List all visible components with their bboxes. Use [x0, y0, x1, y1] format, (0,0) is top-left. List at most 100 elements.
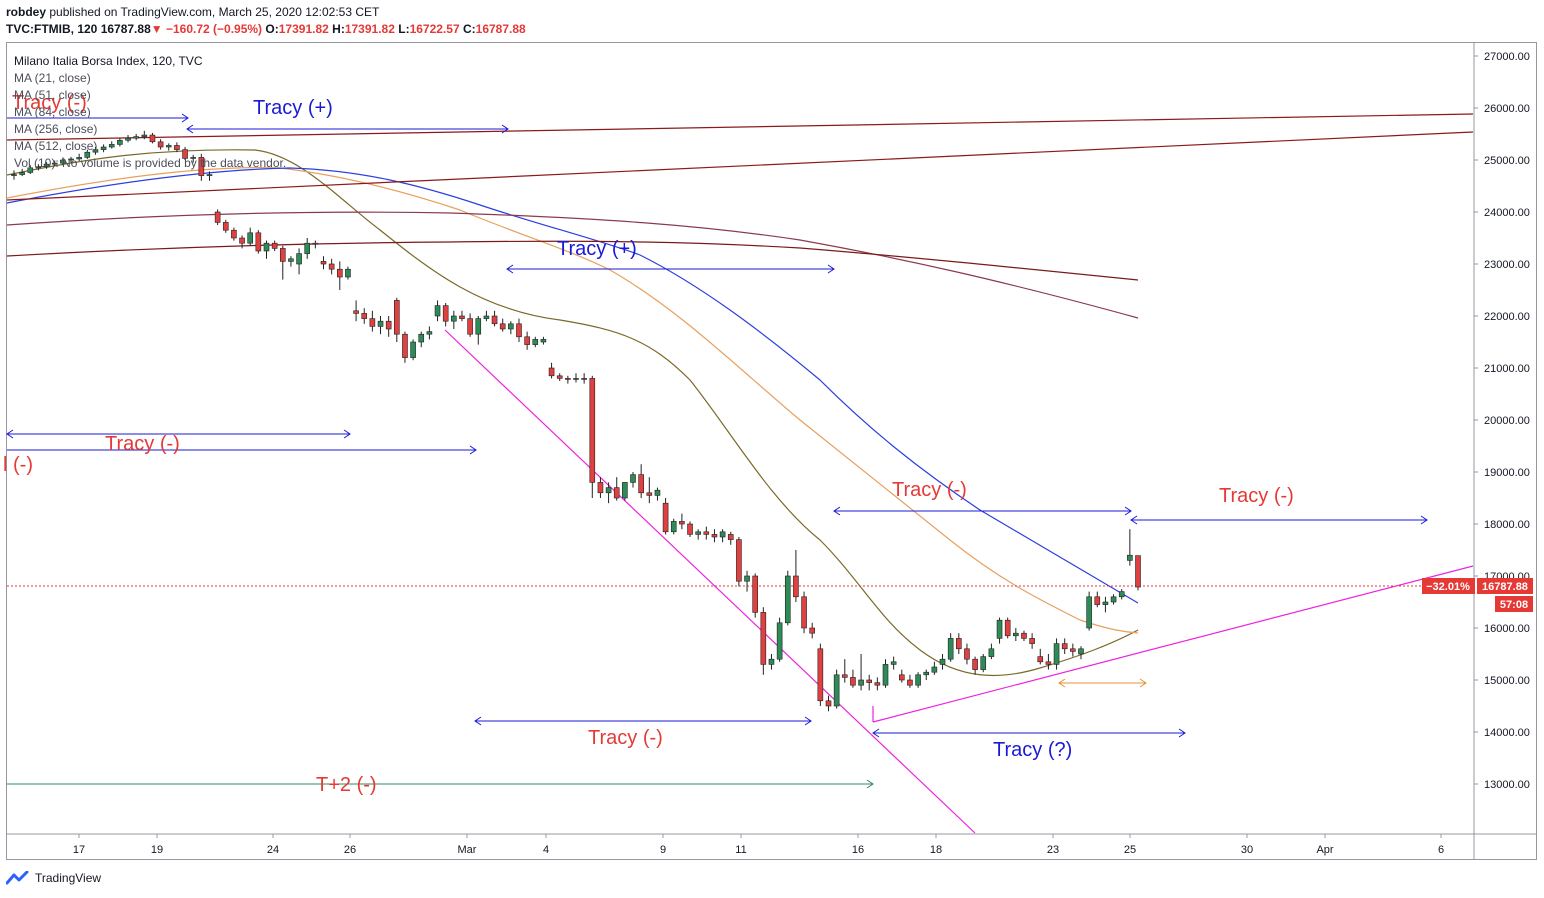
ma512-line: [6, 240, 1139, 281]
candle-body: [434, 305, 441, 317]
candle-body: [573, 378, 579, 380]
candle-body: [174, 145, 180, 150]
candle-body: [711, 534, 718, 538]
price-tick-label: 14000.00: [1484, 727, 1530, 739]
candle-body: [605, 487, 612, 494]
open-value: 17391.82: [278, 22, 329, 36]
legend-ma512[interactable]: MA (512, close): [14, 139, 98, 153]
candle-body: [516, 323, 522, 338]
candle-body: [679, 521, 685, 525]
candle-body: [312, 242, 319, 245]
publish-info: robdey published on TradingView.com, Mar…: [6, 5, 379, 19]
candle-body: [369, 318, 376, 327]
candle-body: [898, 674, 905, 681]
time-tick-label: 16: [852, 844, 864, 856]
candle-body: [1045, 661, 1052, 665]
candle-body: [947, 638, 954, 660]
candle-body: [1070, 648, 1076, 652]
price-tick-label: 25000.00: [1484, 155, 1530, 167]
arrow-tracy-minus-4-tail: [474, 716, 482, 726]
legend-volume[interactable]: Vol (10): No volume is provided by the d…: [14, 156, 287, 170]
candle-body: [271, 242, 278, 249]
candle-body: [841, 674, 848, 678]
candle-body: [703, 531, 710, 535]
candle-body: [996, 619, 1003, 639]
price-axis: 13000.0014000.0015000.0016000.0017000.00…: [1473, 43, 1530, 859]
candle-body: [1004, 619, 1011, 637]
arrow-orange-head: [1139, 678, 1147, 688]
candle-body: [695, 531, 701, 535]
author-name: robdey: [6, 5, 47, 19]
candle-body: [328, 263, 335, 270]
candle-body: [288, 258, 294, 262]
price-tick-label: 18000.00: [1484, 519, 1530, 531]
last-price: 16787.88: [100, 22, 151, 36]
low-label: L:: [398, 22, 410, 36]
time-tick-label: Apr: [1316, 844, 1333, 856]
candle-body: [198, 157, 205, 176]
high-label: H:: [332, 22, 345, 36]
candle-body: [662, 502, 669, 533]
candle-body: [410, 341, 416, 358]
percent-badge: [1422, 578, 1475, 594]
candle-body: [11, 174, 17, 176]
last-price-label: 16787.88: [1482, 581, 1528, 593]
price-tick-label: 13000.00: [1484, 779, 1530, 791]
arrow-t2-head: [866, 779, 874, 789]
candle-body: [646, 492, 653, 496]
ma21-line: [6, 149, 1139, 677]
price-tick-label: 16000.00: [1484, 623, 1530, 635]
annotation-label: Tracy (-): [892, 479, 967, 501]
moving-averages: [6, 149, 1139, 677]
symbol-label: TVC:FTMIB, 120: [6, 22, 98, 36]
candle-body: [214, 211, 221, 223]
candle-body: [19, 172, 25, 175]
time-tick-label: 24: [267, 844, 279, 856]
candle-body: [719, 531, 726, 538]
candle-body: [133, 136, 139, 139]
time-tick-label: 18: [930, 844, 942, 856]
candle-body: [125, 137, 131, 141]
tradingview-logo[interactable]: TradingView: [6, 871, 101, 885]
candles: [11, 130, 1141, 712]
legend-ma256[interactable]: MA (256, close): [14, 122, 98, 136]
candle-body: [988, 648, 995, 657]
candle-body: [581, 378, 587, 380]
time-tick-label: 30: [1241, 844, 1253, 856]
arrow-tracy-minus-3-head: [1420, 515, 1428, 525]
candle-body: [670, 521, 677, 533]
candle-body: [467, 318, 473, 335]
arrow-tracy-minus-4-head: [804, 716, 812, 726]
candle-body: [532, 339, 539, 345]
candle-body: [817, 648, 824, 702]
legend-ma51[interactable]: MA (51, close): [14, 88, 91, 102]
candle-body: [43, 163, 50, 168]
candle-body: [239, 237, 245, 244]
candle-body: [190, 157, 196, 159]
arrow-tracy-plus-2-tail: [506, 264, 514, 274]
candle-body: [736, 539, 742, 582]
ma84-line: [6, 167, 1139, 604]
candle-body: [687, 523, 693, 535]
candle-body: [92, 149, 99, 153]
candle-body: [1110, 596, 1117, 603]
price-tick-label: 15000.00: [1484, 675, 1530, 687]
candle-body: [499, 323, 506, 330]
annotation-label: Tracy (+): [253, 97, 333, 119]
price-tick-label: 20000.00: [1484, 415, 1530, 427]
candle-body: [483, 315, 490, 319]
time-tick-label: 26: [344, 844, 356, 856]
time-axis: 17 19 24 26 Mar 4 9 11 16 18 23 25 30 Apr 6: [7, 833, 1536, 856]
countdown-badge: [1495, 596, 1533, 612]
up-trendline: [872, 565, 1474, 723]
candle-body: [1029, 638, 1035, 644]
candle-body: [1135, 555, 1141, 588]
candle-body: [1127, 554, 1133, 561]
candle-body: [858, 679, 864, 686]
tradingview-icon: [6, 871, 29, 885]
legend-ma84[interactable]: MA (84, close): [14, 105, 91, 119]
legend-ma21[interactable]: MA (21, close): [14, 71, 91, 85]
candle-body: [565, 378, 571, 380]
candle-body: [426, 331, 433, 335]
